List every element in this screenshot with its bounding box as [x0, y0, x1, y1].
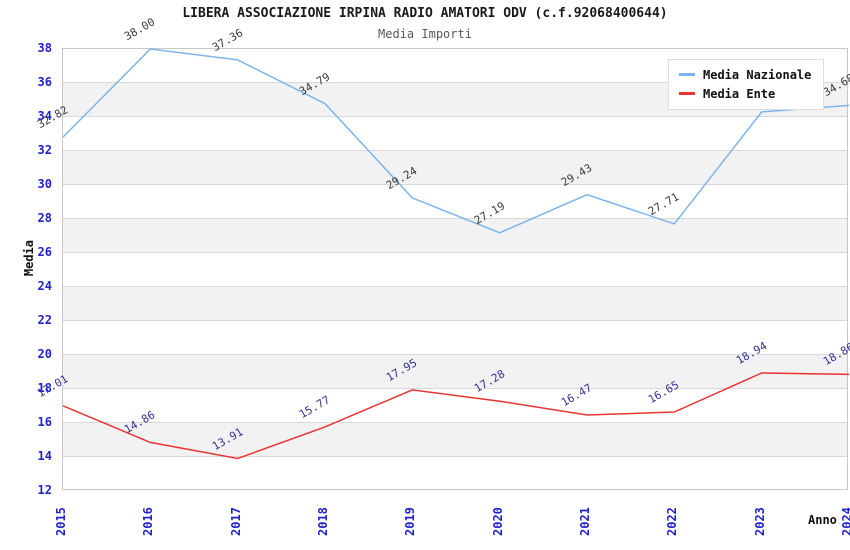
y-tick-label: 18 [37, 381, 52, 395]
legend-item: Media Nazionale [679, 65, 811, 84]
x-tick-label: 2022 [665, 507, 680, 536]
legend-swatch-icon [679, 73, 695, 76]
series-lines [62, 48, 850, 460]
legend: Media Nazionale Media Ente [668, 59, 825, 110]
y-tick-label: 24 [37, 279, 52, 293]
y-tick-label: 36 [37, 75, 52, 89]
x-tick-label: 2023 [752, 507, 767, 536]
legend-label: Media Ente [703, 86, 776, 101]
x-tick-label: 2024 [840, 507, 850, 536]
y-tick-label: 34 [37, 109, 52, 123]
x-axis-title: Anno [808, 513, 837, 527]
x-tick-label: 2020 [490, 507, 505, 536]
y-tick-label: 20 [37, 347, 52, 361]
x-tick-label: 2015 [54, 507, 68, 536]
plot-area [62, 48, 850, 490]
legend-item: Media Ente [679, 84, 811, 103]
y-tick-label: 28 [37, 211, 52, 225]
legend-label: Media Nazionale [703, 67, 812, 82]
x-tick-label: 2017 [228, 507, 243, 536]
y-tick-label: 22 [37, 313, 52, 327]
chart-subtitle: Media Importi [378, 27, 472, 41]
y-tick-label: 14 [37, 449, 52, 463]
series-line [62, 48, 850, 234]
x-tick-label: 2021 [578, 507, 592, 536]
y-tick-label: 38 [37, 41, 52, 55]
y-tick-label: 32 [37, 143, 52, 157]
y-tick-label: 16 [37, 415, 52, 429]
x-tick-label: 2018 [316, 507, 330, 536]
legend-swatch-icon [679, 92, 695, 95]
y-tick-label: 12 [37, 483, 52, 497]
series-line [62, 372, 850, 460]
y-tick-label: 26 [37, 245, 52, 259]
chart-title: LIBERA ASSOCIAZIONE IRPINA RADIO AMATORI… [182, 6, 668, 21]
x-tick-label: 2019 [403, 507, 418, 536]
x-tick-label: 2016 [141, 507, 156, 536]
y-tick-label: 30 [37, 177, 52, 191]
